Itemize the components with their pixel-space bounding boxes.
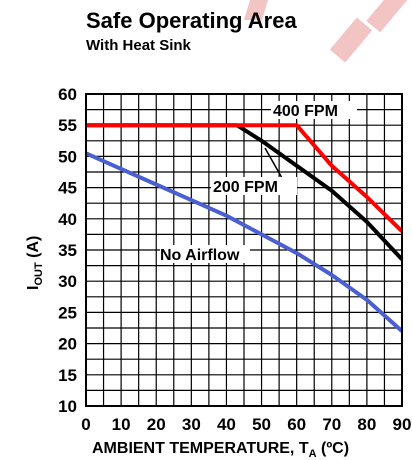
x-tick-label: 30 <box>182 415 201 434</box>
chart-title: Safe Operating Area <box>86 8 297 33</box>
x-tick-label: 20 <box>147 415 166 434</box>
plot-frame <box>85 93 403 407</box>
y-axis-label-sub: OUT <box>33 262 45 286</box>
x-axis-label-unit: (ºC) <box>317 440 350 457</box>
series-lines <box>85 123 404 333</box>
x-tick-label: 40 <box>217 415 236 434</box>
series-line-400-fpm <box>86 123 404 233</box>
y-tick-label: 20 <box>58 335 77 354</box>
series-label-no-airflow: No Airflow <box>160 247 240 264</box>
y-tick-label: 50 <box>58 147 77 166</box>
series-label-400fpm: 400 FPM <box>273 103 338 120</box>
y-tick-label: 30 <box>58 272 77 291</box>
y-tick-label: 40 <box>58 210 77 229</box>
y-axis-label: IOUT (A) <box>25 236 45 290</box>
x-axis-label-sub: A <box>309 448 317 460</box>
series-line-no-airflow <box>85 151 404 333</box>
y-tick-labels: 10 15 20 25 30 35 40 45 50 55 60 <box>58 85 77 416</box>
y-axis-label-unit: (A) <box>25 236 42 263</box>
y-tick-label: 35 <box>58 241 77 260</box>
x-tick-label: 0 <box>81 415 90 434</box>
label-noairflow-group: No Airflow <box>160 245 250 264</box>
y-axis-label-main: I <box>25 286 42 290</box>
y-tick-label: 15 <box>58 366 77 385</box>
x-tick-label: 70 <box>322 415 341 434</box>
label-200fpm-group: 200 FPM <box>211 147 297 196</box>
x-tick-label: 80 <box>357 415 376 434</box>
y-tick-label: 55 <box>58 116 77 135</box>
y-tick-label: 10 <box>58 397 77 416</box>
y-tick-label: 45 <box>58 179 77 198</box>
series-label-200fpm: 200 FPM <box>213 179 278 196</box>
x-tick-label: 60 <box>287 415 306 434</box>
x-tick-label: 10 <box>112 415 131 434</box>
x-axis-label-main: AMBIENT TEMPERATURE, T <box>92 440 309 457</box>
x-tick-label: 50 <box>252 415 271 434</box>
x-axis-label: AMBIENT TEMPERATURE, TA (ºC) <box>92 440 349 460</box>
x-tick-labels: 0 10 20 30 40 50 60 70 80 90 <box>81 415 411 434</box>
x-tick-label: 90 <box>393 415 412 434</box>
y-tick-label: 60 <box>58 85 77 104</box>
chart-subtitle: With Heat Sink <box>86 37 192 54</box>
watermark <box>244 0 411 63</box>
label-400fpm-group: 400 FPM <box>271 101 357 120</box>
y-tick-label: 25 <box>58 303 77 322</box>
